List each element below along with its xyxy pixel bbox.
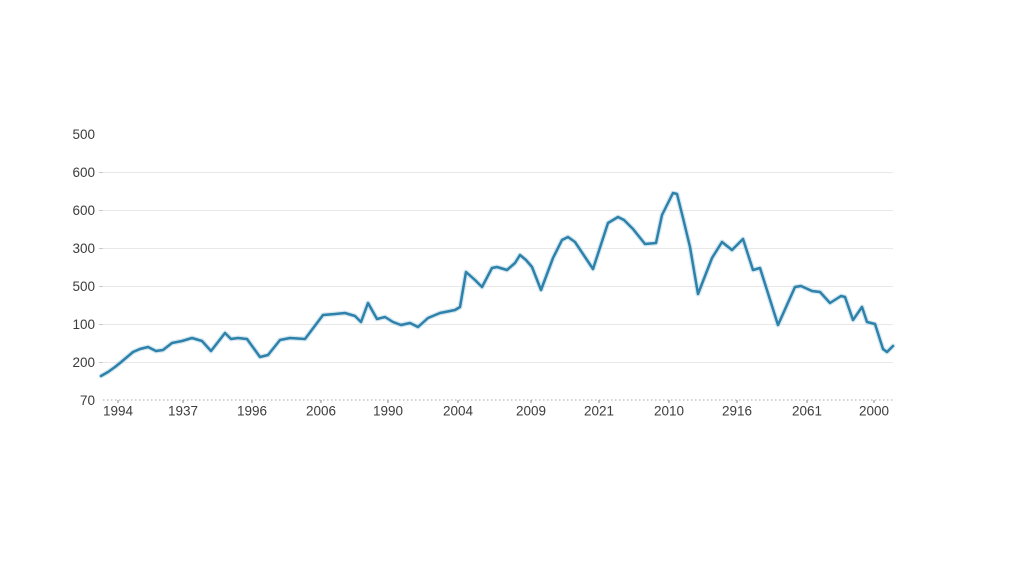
y-axis-label: 500 [72,279,95,294]
y-axis-label: 600 [72,203,95,218]
series-line-halo [98,190,896,379]
x-axis-label: 2061 [792,404,822,419]
series-line [99,191,895,378]
y-axis-label: 70 [80,393,95,408]
x-axis-label: 2021 [584,404,614,419]
x-axis-label: 2916 [722,404,752,419]
x-axis-label: 1937 [168,404,198,419]
y-axis-label: 600 [72,165,95,180]
x-axis-label: 1996 [237,404,267,419]
x-axis-label: 2009 [516,404,546,419]
y-axis-label: 100 [72,317,95,332]
x-axis-label: 2004 [443,404,474,419]
x-axis-label: 2006 [306,404,336,419]
x-axis-label: 1994 [103,404,134,419]
y-axis-label: 200 [72,355,95,370]
y-axis-label: 500 [72,127,95,142]
x-axis-label: 2000 [859,404,889,419]
y-axis-label: 300 [72,241,95,256]
x-axis-label: 2010 [654,404,684,419]
x-axis-label: 1990 [373,404,403,419]
